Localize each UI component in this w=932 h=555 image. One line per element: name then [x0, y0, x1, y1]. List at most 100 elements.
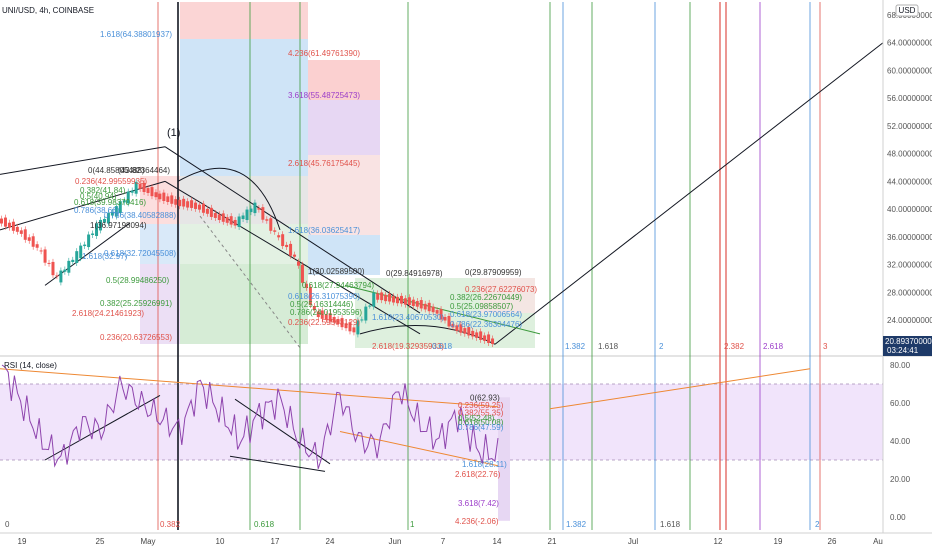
trendline-lower-wedge: [44, 222, 131, 286]
candle-body: [328, 313, 332, 322]
fib-ext-purple: [308, 100, 380, 155]
fib-zone-left-purple: [140, 264, 180, 344]
price-time-fib-label: 2.382: [724, 342, 745, 351]
candle-body: [475, 332, 479, 338]
candle-body: [356, 320, 360, 335]
price-time-fib-label: 1.618: [598, 342, 619, 351]
price-fib-label: 0.5(25.16314446): [290, 300, 354, 309]
price-axis-tick: 52.00000000: [887, 122, 932, 131]
candle-body: [483, 335, 487, 341]
candle-body: [491, 338, 495, 344]
candle-body: [51, 261, 55, 276]
price-fib-label: 2.618(24.21461923): [72, 309, 144, 318]
candle-body: [245, 209, 249, 221]
price-fib-label: 1(36.97198094): [90, 221, 147, 230]
candle-body: [3, 217, 7, 227]
price-fib-label: 1.618(32.97): [82, 252, 128, 261]
candle-body: [75, 251, 79, 263]
rsi-black-trend-1: [44, 394, 161, 461]
candle-body: [186, 201, 190, 208]
candle-body: [368, 305, 372, 307]
projection-line: [494, 42, 884, 345]
fib-ext-blue: [308, 235, 380, 275]
time-axis-tick: 17: [271, 537, 280, 546]
candle-body: [182, 198, 186, 207]
price-fib-label: (43.82364464): [118, 166, 170, 175]
candle-body: [407, 297, 411, 305]
rsi-time-fib-label: 1.382: [566, 520, 587, 529]
candle-body: [150, 187, 154, 197]
fib-ext-red: [308, 60, 380, 100]
rsi-black-trend-2: [234, 398, 331, 465]
candle-body: [27, 237, 31, 241]
candle-body: [198, 204, 201, 210]
rsi-time-fib-label: 1.618: [660, 520, 681, 529]
rsi-time-fib-label: 1: [410, 520, 415, 529]
candle-body: [376, 293, 380, 300]
candle-body: [281, 234, 285, 247]
candle-body: [372, 292, 376, 307]
price-axis-tick: 36.00000000: [887, 233, 932, 242]
price-fib-label: 0(44.85805488): [88, 166, 145, 175]
rsi-axis-tick: 80.00: [890, 361, 911, 370]
candle-body: [399, 295, 403, 304]
candle-body: [15, 226, 19, 232]
fib-zone-left-blue: [140, 224, 180, 264]
candle-body: [225, 217, 229, 223]
current-price-tag: [883, 336, 932, 356]
candle-body: [392, 296, 396, 303]
trendline-channel-top: [164, 146, 421, 314]
candle-body: [336, 319, 340, 324]
candle-body: [415, 301, 419, 307]
candle-body: [23, 229, 27, 240]
current-price-time: 03:24:41: [887, 346, 919, 355]
candle-body: [340, 318, 344, 328]
time-axis-tick: 19: [18, 537, 27, 546]
rsi-line: [1, 364, 499, 469]
candle-body: [174, 199, 178, 205]
candle-body: [43, 249, 47, 263]
candle-body: [59, 270, 63, 283]
candle-body: [229, 216, 233, 225]
price-fib-label: 4.236(61.49761390): [288, 49, 360, 58]
time-axis-tick: Jul: [628, 537, 638, 546]
price-fib-label: 2.618(45.76175445): [288, 159, 360, 168]
candle-body: [380, 292, 384, 301]
time-axis-tick: 25: [96, 537, 105, 546]
candle-body: [83, 244, 87, 247]
rsi-fib-label: 0.618(50.08): [458, 418, 504, 427]
time-axis-tick: 14: [493, 537, 502, 546]
price-fib-label: 0.236(27.62276073): [465, 285, 537, 294]
wave-label: (1): [167, 127, 180, 139]
rsi-time-fib-label: 0: [5, 520, 10, 529]
time-axis-tick: Au: [873, 537, 883, 546]
price-axis-tick: 32.00000000: [887, 261, 932, 270]
candle-body: [435, 310, 439, 314]
time-axis-tick: 10: [216, 537, 225, 546]
candle-body: [320, 310, 324, 319]
rsi-fib-label: 4.236(-2.06): [455, 517, 499, 526]
candle-body: [316, 311, 320, 318]
price-fib-label: 2.618(19.32935933): [372, 342, 444, 351]
currency-badge[interactable]: USD: [899, 6, 916, 15]
candle-body: [352, 327, 356, 333]
candle-body: [471, 330, 475, 337]
rsi-band: [0, 384, 883, 460]
candle-body: [463, 328, 467, 334]
candle-body: [99, 219, 102, 231]
candle-body: [487, 334, 491, 343]
price-fib-label: 0(29.87909959): [465, 268, 522, 277]
candle-body: [261, 207, 265, 220]
candle-body: [138, 183, 142, 189]
time-axis-tick: 24: [326, 537, 335, 546]
price-axis-tick: 44.00000000: [887, 177, 932, 186]
candle-body: [158, 193, 162, 200]
candle-body: [455, 325, 459, 331]
time-axis-tick: 12: [714, 537, 723, 546]
candle-body: [253, 202, 257, 214]
currency-badge-frame[interactable]: [895, 4, 919, 17]
candle-body: [443, 317, 447, 321]
fib-ext-pink: [308, 155, 380, 235]
